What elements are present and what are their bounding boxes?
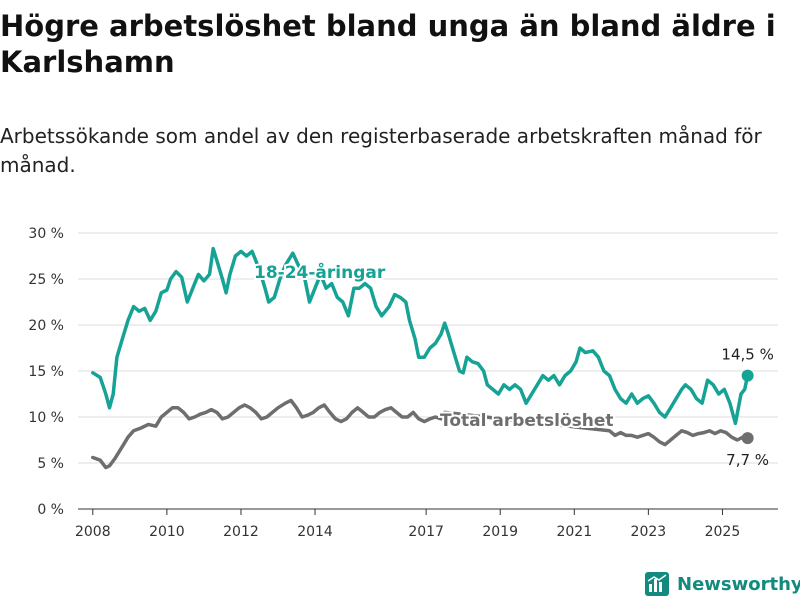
x-tick-label: 2014: [297, 524, 333, 540]
x-tick-label: 2010: [149, 524, 185, 540]
x-tick-label: 2008: [75, 524, 111, 540]
chart-subtitle: Arbetssökande som andel av den registerb…: [0, 124, 762, 177]
newsworthy-logo[interactable]: Newsworthy: [645, 570, 800, 598]
end-value-label-youth: 14,5 %: [721, 346, 773, 364]
y-tick-label: 25 %: [28, 272, 64, 288]
y-tick-label: 15 %: [28, 364, 64, 380]
x-tick-label: 2012: [223, 524, 259, 540]
end-value-label-total: 7,7 %: [726, 451, 769, 469]
series-label-youth: 18-24-åringar: [254, 261, 386, 283]
x-tick-label: 2017: [408, 524, 444, 540]
y-tick-label: 5 %: [37, 456, 64, 472]
chart-title: Högre arbetslöshet bland unga än bland ä…: [0, 9, 776, 79]
bar-chart-logo-icon: [645, 572, 669, 596]
series-line-youth: [91, 246, 750, 426]
x-tick-label: 2023: [631, 524, 667, 540]
x-tick-label: 2019: [482, 524, 518, 540]
series-label-total: Total arbetslöshet: [440, 411, 614, 431]
x-tick-label: 2025: [705, 524, 741, 540]
y-tick-label: 10 %: [28, 410, 64, 426]
series-end-point: [741, 432, 754, 445]
brand-name: Newsworthy: [677, 573, 800, 595]
y-tick-label: 20 %: [28, 318, 64, 334]
y-tick-label: 30 %: [28, 226, 64, 242]
series-line-total: [91, 398, 750, 470]
series-end-point: [741, 369, 754, 382]
x-tick-label: 2021: [556, 524, 592, 540]
y-tick-label: 0 %: [37, 502, 64, 518]
